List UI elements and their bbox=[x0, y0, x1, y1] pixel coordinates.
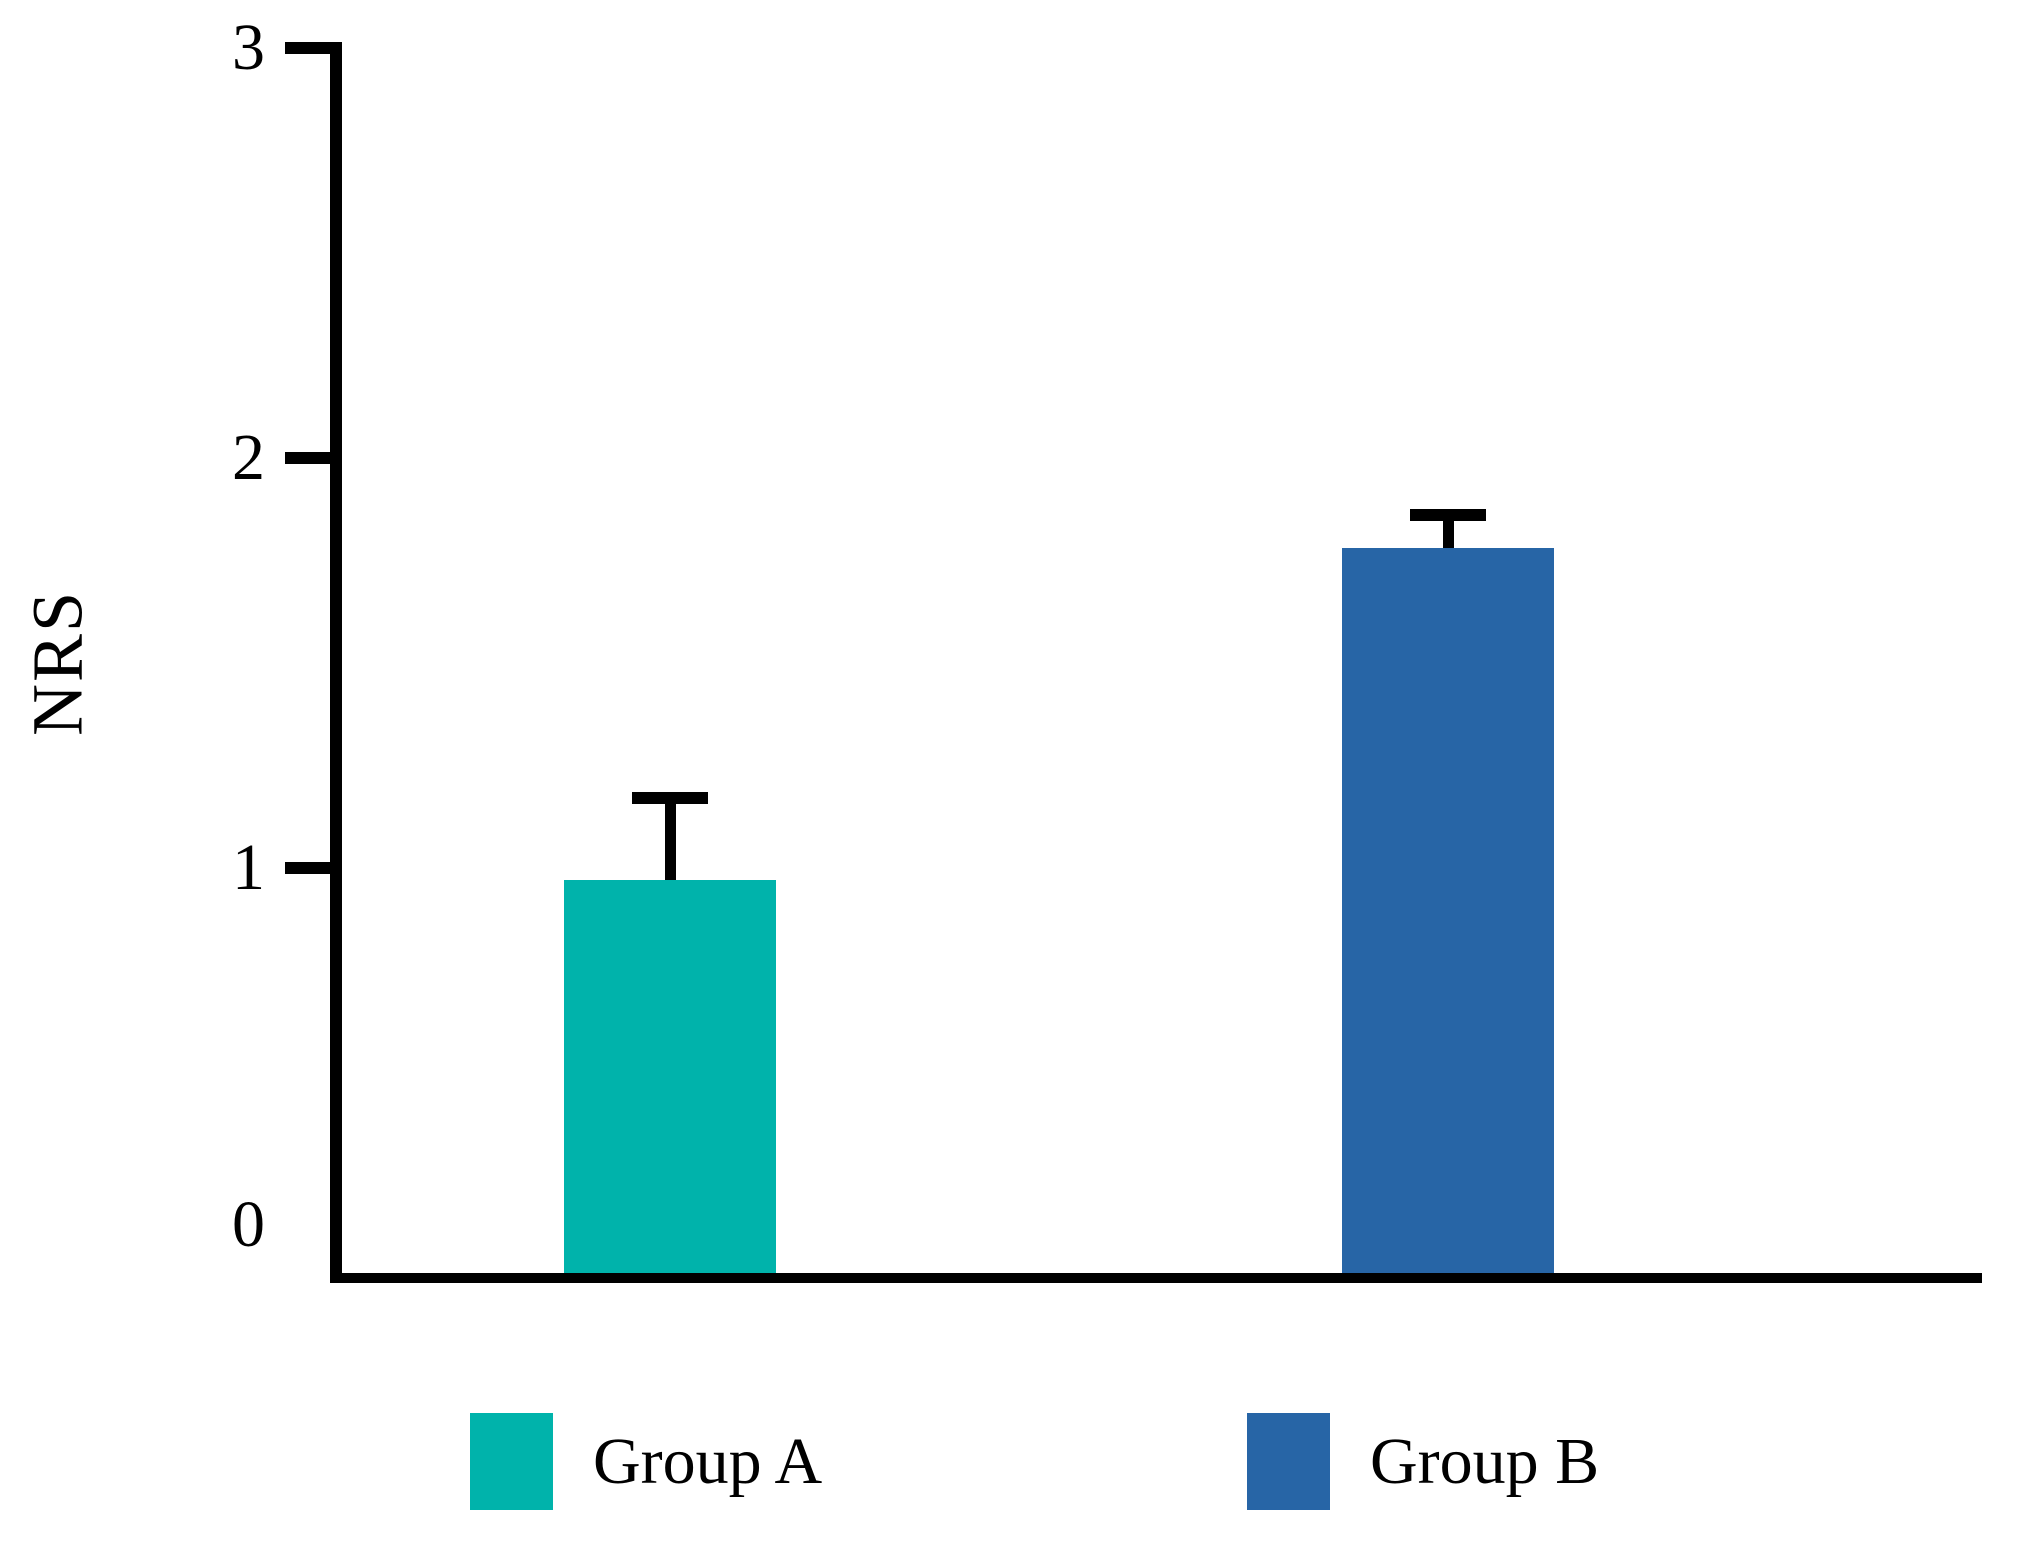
legend-label-group-b: Group B bbox=[1370, 1424, 1600, 1498]
error-bar-stem-group-b bbox=[1442, 515, 1454, 549]
legend-label-group-a: Group A bbox=[593, 1424, 823, 1498]
y-tick-2 bbox=[285, 452, 330, 464]
error-bar-cap-group-b bbox=[1410, 509, 1486, 522]
x-axis-line bbox=[330, 1273, 1982, 1283]
y-tick-label-1: 1 bbox=[232, 831, 265, 904]
bar-group-a bbox=[564, 880, 776, 1278]
bar-group-b bbox=[1342, 548, 1554, 1278]
y-tick-label-0: 0 bbox=[232, 1188, 265, 1261]
legend-swatch-group-b bbox=[1247, 1413, 1330, 1510]
legend-item-group-a: Group A bbox=[470, 1413, 822, 1510]
legend-item-group-b: Group B bbox=[1247, 1413, 1599, 1510]
y-axis-line bbox=[330, 42, 342, 1283]
y-axis-title: NRS bbox=[17, 589, 98, 737]
y-tick-1 bbox=[285, 862, 330, 874]
error-bar-cap-group-a bbox=[632, 792, 708, 805]
legend-swatch-group-a bbox=[470, 1413, 553, 1510]
y-tick-3 bbox=[285, 42, 330, 54]
y-tick-label-3: 3 bbox=[232, 11, 265, 84]
y-tick-label-2: 2 bbox=[232, 421, 265, 494]
error-bar-stem-group-a bbox=[664, 798, 676, 881]
